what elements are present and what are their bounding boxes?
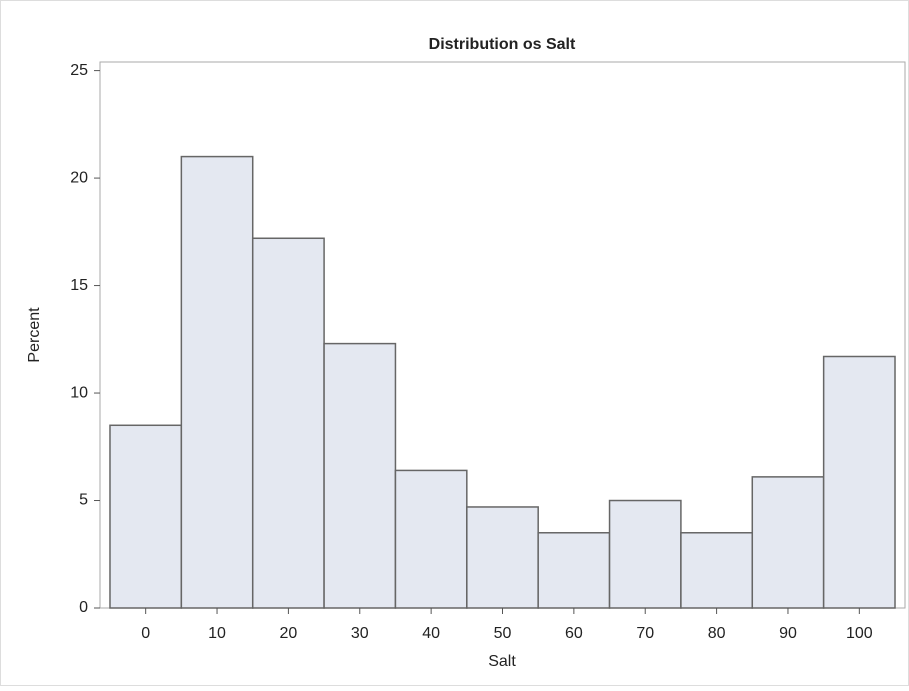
bar xyxy=(466,506,539,609)
y-tick-label: 5 xyxy=(79,492,88,509)
bar xyxy=(822,355,896,609)
bar xyxy=(109,424,183,609)
bar xyxy=(680,532,754,609)
y-tick-label: 10 xyxy=(70,384,88,401)
x-axis-label: Salt xyxy=(488,653,516,670)
x-tick-label: 100 xyxy=(846,625,873,642)
y-tick-label: 20 xyxy=(70,169,88,186)
x-tick-label: 80 xyxy=(708,625,726,642)
x-tick-label: 90 xyxy=(779,625,797,642)
bar xyxy=(180,155,254,609)
bar xyxy=(608,499,682,609)
x-tick-label: 30 xyxy=(351,625,369,642)
y-axis-label: Percent xyxy=(26,307,43,363)
y-tick-label: 0 xyxy=(79,599,88,616)
bar xyxy=(751,476,825,609)
bar xyxy=(394,469,468,609)
bar xyxy=(323,342,397,609)
x-tick-label: 10 xyxy=(208,625,226,642)
x-tick-label: 0 xyxy=(141,625,150,642)
x-tick-label: 70 xyxy=(636,625,654,642)
y-tick-label: 15 xyxy=(70,277,88,294)
y-tick-label: 25 xyxy=(70,62,88,79)
x-tick-label: 20 xyxy=(280,625,298,642)
x-tick-label: 40 xyxy=(422,625,440,642)
bar xyxy=(537,532,611,609)
bar xyxy=(251,237,325,609)
chart-title: Distribution os Salt xyxy=(429,36,576,53)
x-tick-label: 60 xyxy=(565,625,583,642)
x-tick-label: 50 xyxy=(494,625,512,642)
